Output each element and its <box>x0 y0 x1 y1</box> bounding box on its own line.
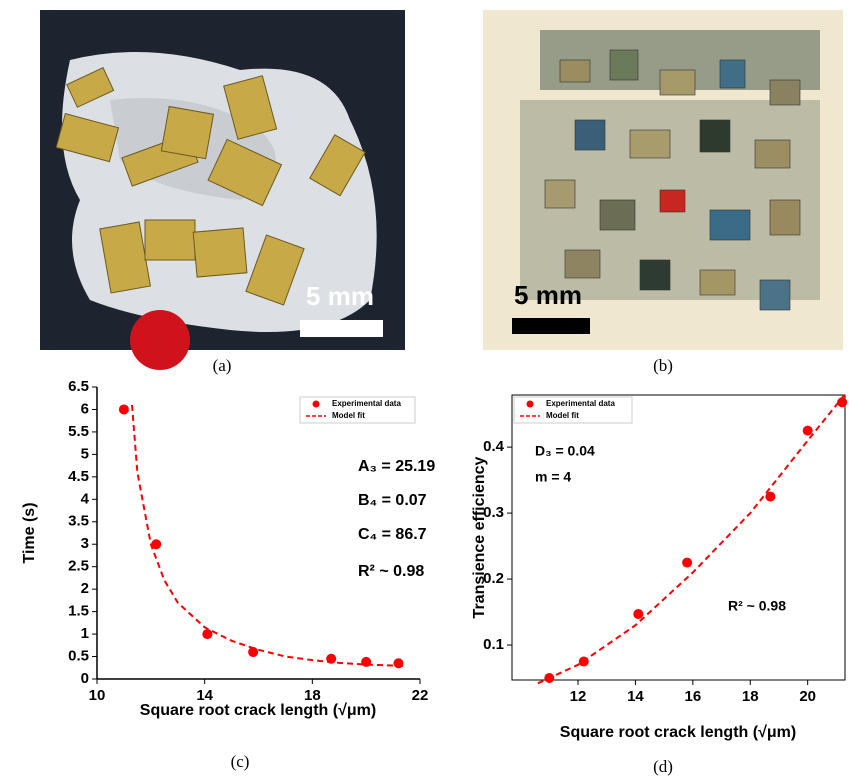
x-tick-label: 10 <box>89 687 106 704</box>
annotation: R² ~ 0.98 <box>728 598 786 614</box>
data-point <box>202 629 212 639</box>
y-tick-label: 3.5 <box>68 513 89 530</box>
scale-bar-label: 5 mm <box>514 280 582 310</box>
x-tick-label: 20 <box>799 688 816 705</box>
y-tick-label: 0.5 <box>68 648 89 665</box>
legend-label: Experimental data <box>332 399 401 408</box>
data-point <box>119 404 129 414</box>
legend-label: Experimental data <box>546 399 615 408</box>
annotation: R² ~ 0.98 <box>358 563 424 580</box>
y-axis-label: Transience efficiency <box>471 456 488 618</box>
panel-label: (a) <box>213 356 232 375</box>
y-tick-label: 2 <box>81 580 89 597</box>
scale-bar-label: 5 mm <box>306 281 374 311</box>
y-tick-label: 0 <box>81 670 89 687</box>
x-tick-label: 22 <box>412 687 429 704</box>
y-tick-label: 2.5 <box>68 558 89 575</box>
plot-frame <box>512 395 845 680</box>
y-tick-label: 4.5 <box>68 468 89 485</box>
y-tick-label: 1.5 <box>68 603 89 620</box>
y-tick-label: 6.5 <box>68 378 89 395</box>
legend-label: Model fit <box>332 411 365 420</box>
annotation: D₃ = 0.04 <box>535 443 595 459</box>
x-tick-label: 12 <box>570 688 587 705</box>
y-tick-label: 0.1 <box>483 636 504 653</box>
y-tick-label: 1 <box>81 625 89 642</box>
panel-label: (b) <box>653 356 673 375</box>
x-tick-label: 16 <box>685 688 702 705</box>
data-point <box>682 558 692 568</box>
y-tick-label: 6 <box>81 400 89 417</box>
y-tick-label: 5.5 <box>68 423 89 440</box>
y-axis-label: Time (s) <box>21 502 38 563</box>
legend-swatch <box>527 401 534 408</box>
panel-label: (c) <box>231 752 250 771</box>
y-tick-label: 3 <box>81 535 89 552</box>
annotation: m = 4 <box>535 469 571 485</box>
data-point <box>803 426 813 436</box>
legend-label: Model fit <box>546 411 579 420</box>
annotation: A₃ = 25.19 <box>358 458 435 475</box>
y-tick-label: 5 <box>81 445 89 462</box>
y-tick-label: 4 <box>81 490 90 507</box>
legend-swatch <box>313 401 320 408</box>
photo-a <box>40 10 405 370</box>
fit-line <box>538 394 845 683</box>
x-axis-label: Square root crack length (√μm) <box>140 702 376 719</box>
x-tick-label: 14 <box>627 688 644 705</box>
page: {"photos": [ {"label": "(a)", "scale_tex… <box>0 0 849 780</box>
annotation: B₄ = 0.07 <box>358 492 427 509</box>
annotation: C₄ = 86.7 <box>358 526 427 543</box>
x-tick-label: 18 <box>742 688 759 705</box>
data-point <box>633 609 643 619</box>
figure: 5 mm (a) 5 mm (b) 0 0.5 1 1.5 2 2.5 3 3.5 4 4.5 5 5.5 6 6… <box>0 0 849 780</box>
panel-label: (d) <box>653 757 673 776</box>
x-axis-label: Square root crack length (√μm) <box>560 724 796 741</box>
y-tick-label: 0.4 <box>483 438 505 455</box>
